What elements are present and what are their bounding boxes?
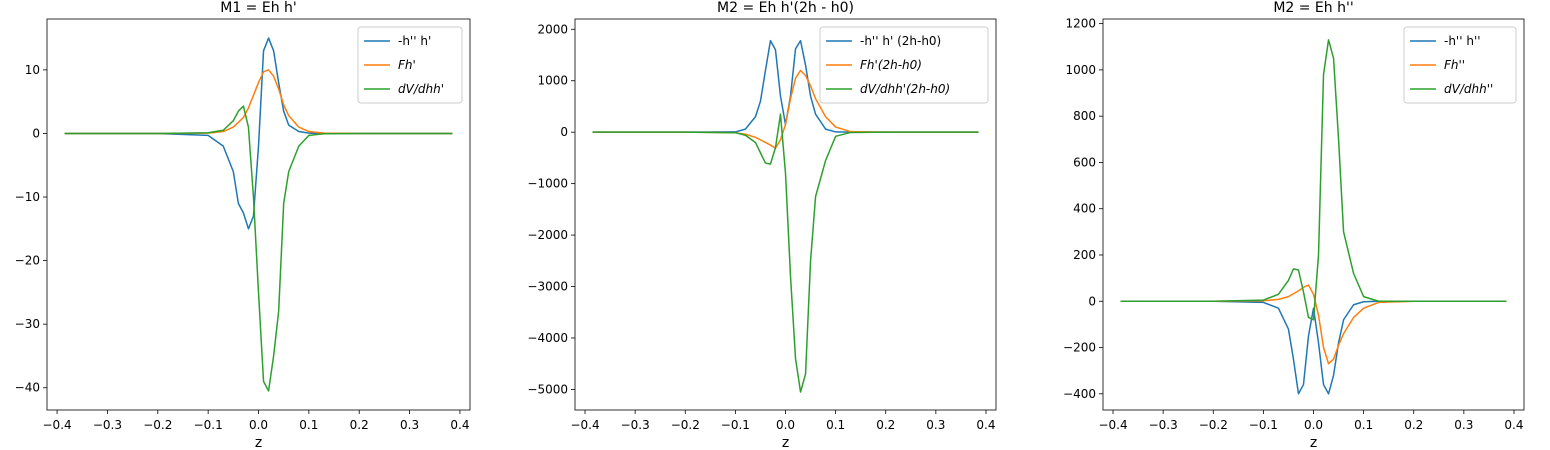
x-tick-label: −0.2 — [143, 418, 172, 432]
x-tick-label: 0.0 — [249, 418, 268, 432]
legend-label: Fh'(2h-h0) — [860, 58, 922, 72]
legend-box — [357, 26, 463, 104]
x-tick-label: 0.4 — [450, 418, 469, 432]
series-line-1 — [1120, 300, 1507, 395]
y-tick-label: 1000 — [1065, 63, 1096, 77]
chart-panel-2: M2 = Eh h'(2h - h0) −0.4 −0.3 −0.2 −0.1 0.0 0.… — [527, 0, 997, 450]
y-tick-label: 2000 — [537, 22, 568, 36]
y-tick-label: 200 — [1073, 248, 1096, 262]
legend-label: dV/dhh'(2h-h0) — [860, 82, 950, 96]
series-line-2 — [592, 69, 979, 149]
x-tick-label: −0.4 — [43, 418, 72, 432]
legend-label: dV/dhh' — [398, 82, 444, 96]
y-tick-label: −200 — [1063, 341, 1096, 355]
y-tick-label: 600 — [1073, 155, 1096, 169]
legend-label: dV/dhh'' — [1444, 82, 1493, 96]
legend-box — [819, 26, 989, 104]
series-line-3 — [592, 113, 979, 393]
y-tick-label: 10 — [25, 63, 40, 77]
x-axis-label: z — [1310, 435, 1317, 450]
y-tick-label: −10 — [15, 190, 40, 204]
x-tick-label: −0.1 — [194, 418, 223, 432]
series-line-2 — [64, 69, 453, 135]
x-tick-label: 0.4 — [1504, 418, 1523, 432]
y-tick-label: 1200 — [1065, 17, 1096, 31]
x-tick-label: 0.0 — [1304, 418, 1323, 432]
x-tick-label: 0.1 — [299, 418, 318, 432]
x-tick-label: −0.1 — [721, 418, 750, 432]
y-tick-label: −3000 — [527, 280, 568, 294]
y-tick-label: −400 — [1063, 387, 1096, 401]
x-tick-label: 0.2 — [1404, 418, 1423, 432]
series-line-1 — [64, 37, 453, 230]
legend: -h'' h'' Fh'' dV/dhh'' — [1403, 26, 1517, 104]
y-tick-label: 400 — [1073, 202, 1096, 216]
y-tick-label: −5000 — [527, 382, 568, 396]
x-tick-label: 0.1 — [1354, 418, 1373, 432]
y-tick-label: −4000 — [527, 331, 568, 345]
legend-label: -h'' h' — [398, 34, 431, 48]
legend-label: Fh'' — [1444, 58, 1465, 72]
y-tick-label: 0 — [560, 125, 568, 139]
x-tick-label: −0.2 — [1199, 418, 1228, 432]
y-tick-label: −2000 — [527, 228, 568, 242]
y-tick-label: 0 — [32, 126, 40, 140]
x-tick-label: −0.1 — [1249, 418, 1278, 432]
chart-title: M1 = Eh h' — [220, 0, 297, 16]
x-tick-label: 0.2 — [350, 418, 369, 432]
legend: -h'' h' Fh' dV/dhh' — [357, 26, 463, 104]
x-tick-label: −0.3 — [621, 418, 650, 432]
x-tick-label: 0.3 — [1454, 418, 1473, 432]
x-tick-label: 0.0 — [776, 418, 795, 432]
x-tick-label: 0.2 — [876, 418, 895, 432]
x-tick-label: 0.4 — [976, 418, 995, 432]
legend-label: -h'' h'' — [1444, 34, 1481, 48]
chart-panel-3: M2 = Eh h'' −0.4 −0.3 −0.2 −0.1 0.0 0.1 0.2 0.3 0… — [1063, 0, 1525, 450]
chart-panel-1: M1 = Eh h' −0.4 −0.3 −0.2 −0.1 0.0 0.1 0.2 0.3 0.… — [15, 0, 471, 450]
x-tick-label: 0.3 — [400, 418, 419, 432]
y-tick-label: 800 — [1073, 109, 1096, 123]
series-line-2 — [1120, 284, 1507, 365]
x-axis-label: z — [255, 435, 262, 450]
legend: -h'' h' (2h-h0) Fh'(2h-h0) dV/dhh'(2h-h0) — [819, 26, 989, 104]
y-tick-label: 0 — [1088, 294, 1096, 308]
x-tick-label: −0.3 — [1149, 418, 1178, 432]
chart-title: M2 = Eh h'' — [1273, 0, 1353, 16]
legend-label: -h'' h' (2h-h0) — [860, 34, 941, 48]
x-tick-label: −0.4 — [570, 418, 599, 432]
y-tick-label: 1000 — [537, 74, 568, 88]
x-tick-label: 0.3 — [926, 418, 945, 432]
y-tick-label: −40 — [15, 381, 40, 395]
x-tick-label: 0.1 — [826, 418, 845, 432]
legend-label: Fh' — [398, 58, 416, 72]
x-tick-label: −0.2 — [671, 418, 700, 432]
x-axis-label: z — [782, 435, 789, 450]
series-line-3 — [1120, 39, 1507, 321]
x-tick-label: −0.4 — [1098, 418, 1127, 432]
legend-box — [1403, 26, 1517, 104]
y-tick-label: −30 — [15, 317, 40, 331]
y-tick-label: −1000 — [527, 177, 568, 191]
chart-title: M2 = Eh h'(2h - h0) — [717, 0, 854, 16]
series-line-3 — [64, 105, 453, 392]
x-tick-label: −0.3 — [93, 418, 122, 432]
y-tick-label: −20 — [15, 254, 40, 268]
